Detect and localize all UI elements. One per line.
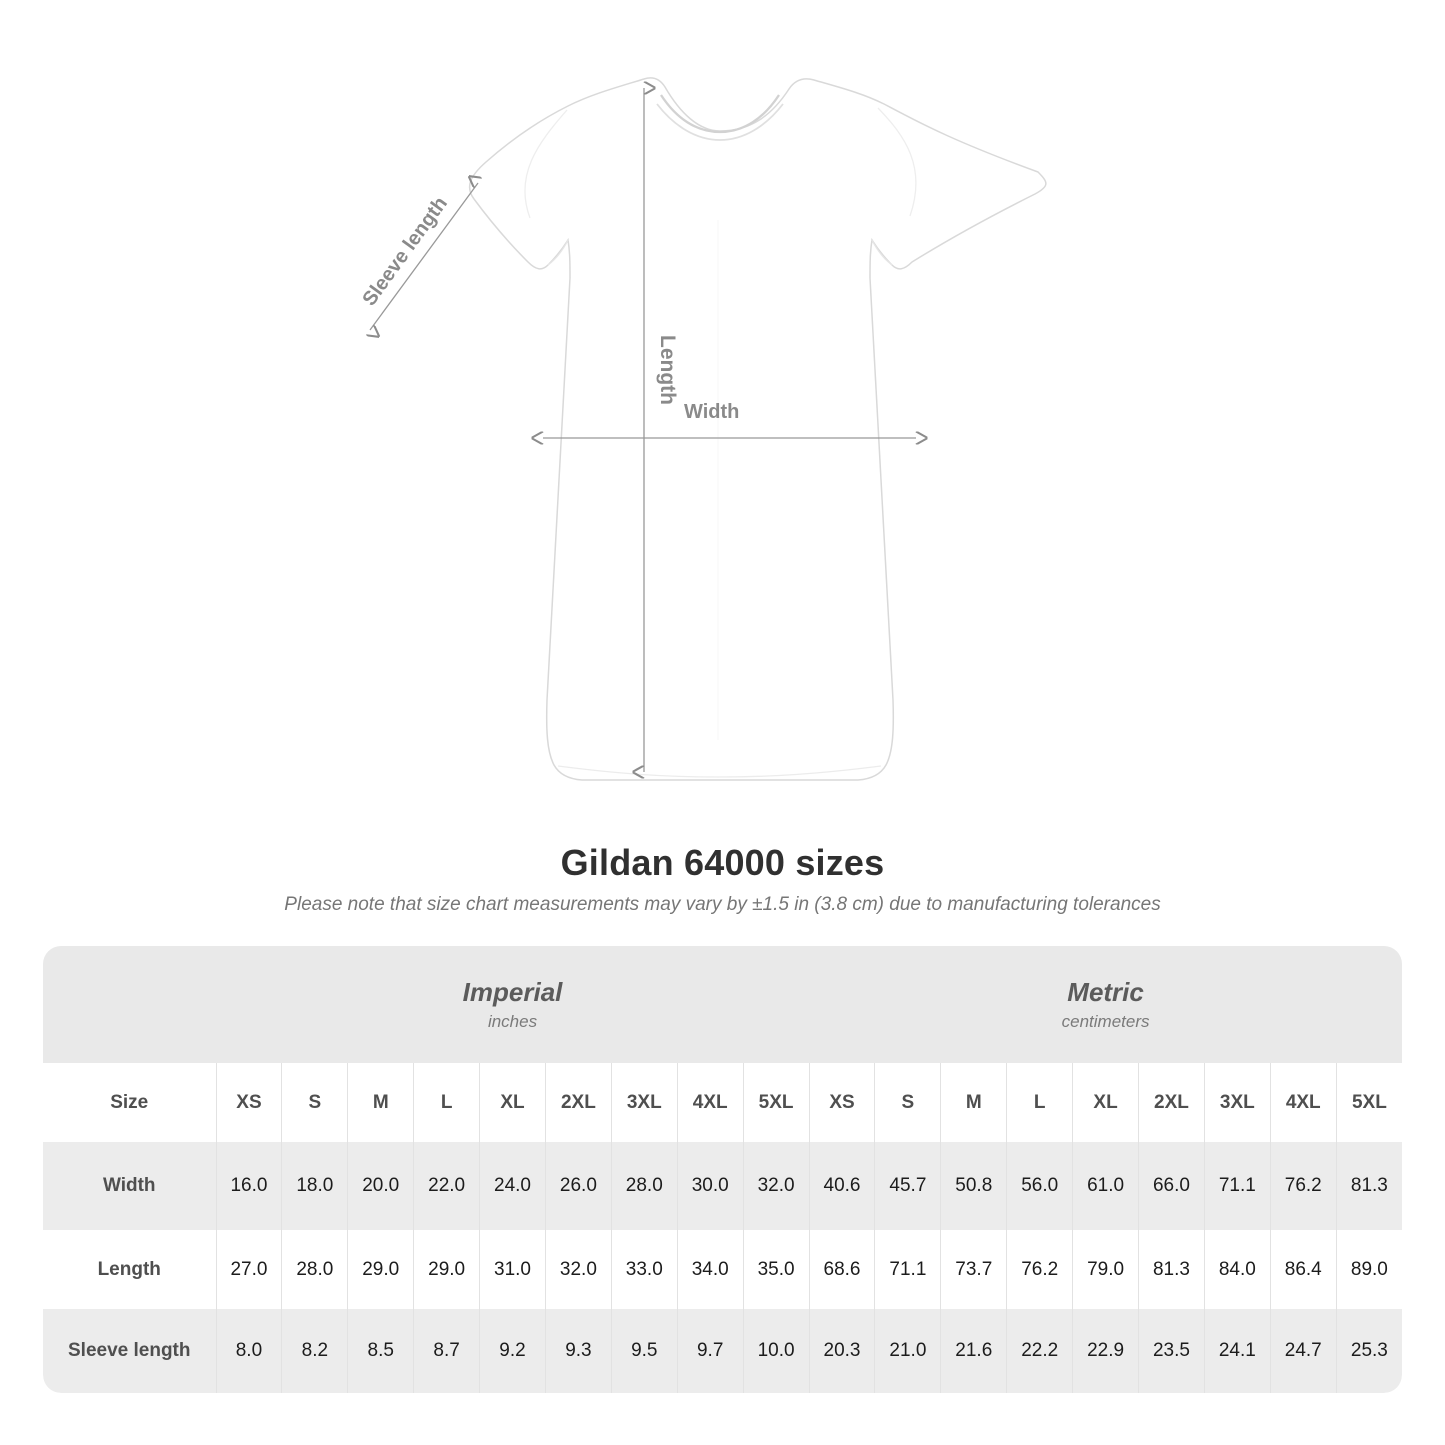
svg-text:Width: Width [684,401,739,423]
svg-text:Length: Length [656,335,679,405]
svg-text:Sleeve length: Sleeve length [358,193,452,310]
